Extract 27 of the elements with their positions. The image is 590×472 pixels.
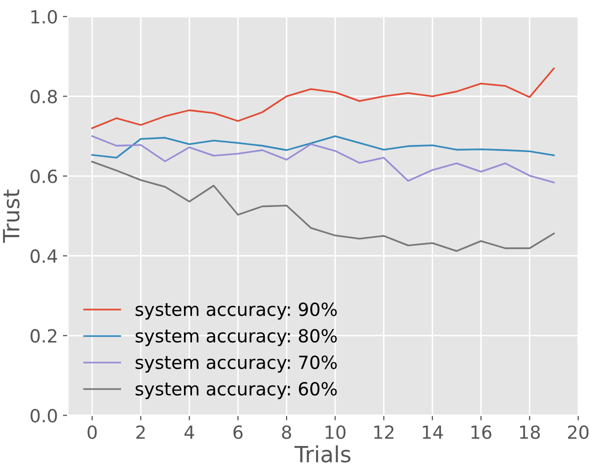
line-series — [91, 135, 555, 184]
legend-label: system accuracy: 80% — [136, 328, 337, 346]
x-tick-label: 16 — [471, 425, 492, 440]
y-tick-label: 0.6 — [30, 170, 57, 184]
x-tick-label: 4 — [184, 426, 194, 439]
line-series — [91, 160, 555, 252]
legend-label: system accuracy: 70% — [136, 355, 337, 373]
y-tick-label: 1.0 — [31, 10, 57, 24]
y-tick-label: 0.8 — [30, 90, 57, 104]
line-series — [91, 68, 555, 130]
y-tick-label: 0.2 — [30, 329, 56, 343]
x-tick-label: 6 — [233, 425, 243, 440]
x-tick-label: 0 — [88, 425, 97, 440]
y-tick-label: 0.0 — [30, 408, 57, 422]
x-tick-label: 10 — [326, 425, 346, 440]
line-series — [91, 135, 555, 159]
x-tick-label: 18 — [520, 425, 540, 440]
x-tick-label: 20 — [568, 425, 588, 440]
x-tick-label: 8 — [282, 425, 292, 440]
x-tick-label: 14 — [422, 426, 443, 439]
y-tick-label: 0.4 — [30, 249, 58, 263]
y-axis-title: Trust — [3, 190, 20, 243]
legend-label: system accuracy: 60% — [136, 382, 337, 400]
legend-label: system accuracy: 90% — [136, 302, 337, 320]
x-tick-label: 12 — [374, 425, 394, 439]
x-axis-title: Trials — [294, 445, 350, 463]
x-tick-label: 2 — [136, 425, 145, 439]
